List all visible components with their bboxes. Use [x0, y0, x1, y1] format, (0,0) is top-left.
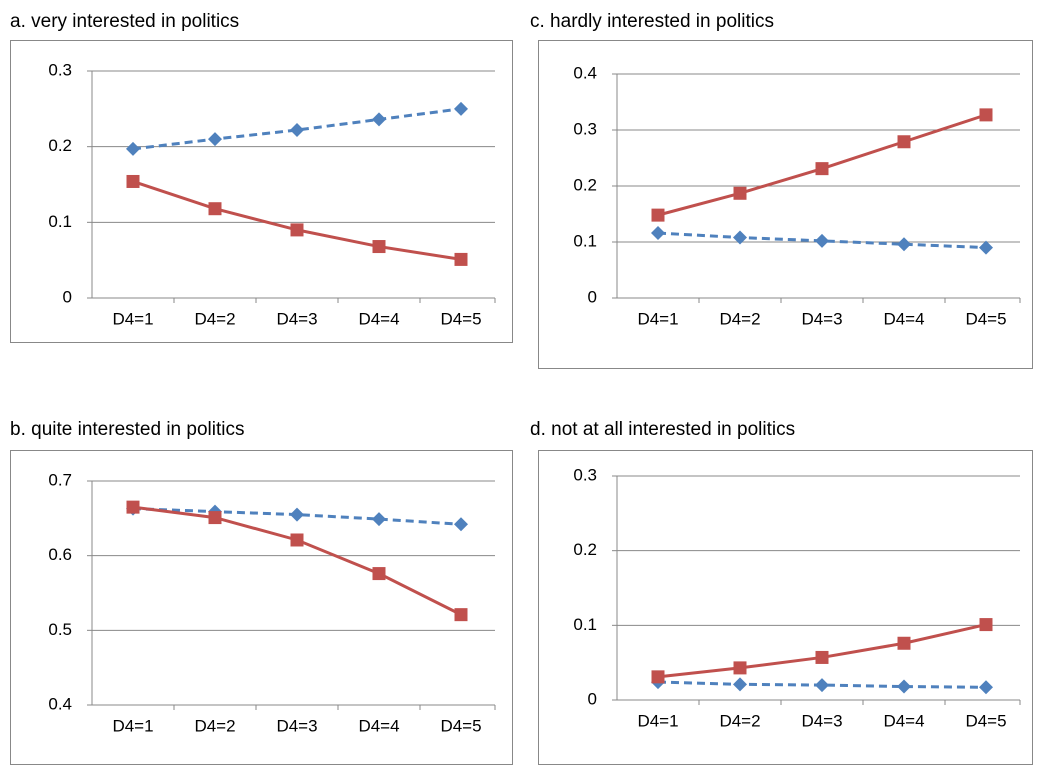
marker [454, 608, 468, 622]
series-line [132, 505, 462, 616]
marker [208, 511, 222, 525]
y-tick-label: 0.2 [573, 175, 597, 194]
x-tick-label: D4=1 [112, 716, 153, 735]
panel-frame [10, 450, 513, 765]
marker [979, 240, 993, 255]
marker [290, 223, 304, 237]
x-tick-label: D4=3 [801, 309, 842, 328]
panel-title: c. hardly interested in politics [530, 11, 774, 32]
panel-title: a. very interested in politics [10, 11, 239, 32]
marker [126, 174, 140, 188]
y-tick-label: 0.7 [48, 470, 72, 489]
x-tick-label: D4=5 [965, 711, 1006, 730]
y-tick-label: 0.4 [48, 694, 72, 713]
marker [454, 252, 468, 266]
marker [372, 112, 386, 127]
x-tick-label: D4=4 [883, 309, 924, 328]
marker [651, 226, 665, 241]
marker [733, 661, 747, 675]
y-tick-label: 0.2 [48, 136, 72, 155]
series-line [132, 507, 462, 526]
marker [815, 233, 829, 248]
x-tick-label: D4=5 [965, 309, 1006, 328]
marker [897, 237, 911, 252]
series-line [657, 680, 987, 689]
series-line [657, 231, 987, 250]
x-tick-label: D4=4 [358, 309, 399, 328]
x-tick-label: D4=3 [276, 716, 317, 735]
x-tick-label: D4=4 [883, 711, 924, 730]
marker [126, 141, 140, 156]
marker [815, 678, 829, 693]
marker [651, 670, 665, 684]
marker [290, 533, 304, 547]
y-tick-label: 0.4 [573, 63, 597, 82]
marker [208, 202, 222, 216]
x-tick-label: D4=1 [637, 309, 678, 328]
y-tick-label: 0 [63, 287, 72, 306]
marker [372, 567, 386, 581]
marker [815, 650, 829, 664]
marker [290, 123, 304, 138]
y-tick-label: 0.3 [48, 60, 72, 79]
y-tick-label: 0 [588, 287, 597, 306]
x-tick-label: D4=3 [801, 711, 842, 730]
panel-title: b. quite interested in politics [10, 419, 244, 440]
y-tick-label: 0.6 [48, 545, 72, 564]
x-tick-label: D4=2 [194, 716, 235, 735]
marker [979, 108, 993, 122]
marker [372, 512, 386, 527]
marker [651, 208, 665, 222]
panel-frame [538, 450, 1033, 765]
marker [733, 186, 747, 200]
marker [733, 230, 747, 245]
marker [979, 618, 993, 632]
x-tick-label: D4=5 [440, 716, 481, 735]
series-line [132, 180, 462, 261]
marker [290, 507, 304, 522]
y-tick-label: 0.3 [573, 119, 597, 138]
marker [897, 679, 911, 694]
marker [454, 101, 468, 116]
x-tick-label: D4=1 [637, 711, 678, 730]
x-tick-label: D4=1 [112, 309, 153, 328]
series-line [657, 623, 987, 679]
y-tick-label: 0 [588, 689, 597, 708]
y-tick-label: 0.2 [573, 540, 597, 559]
x-tick-label: D4=3 [276, 309, 317, 328]
panel-frame [538, 40, 1033, 369]
marker [454, 517, 468, 532]
y-tick-label: 0.1 [573, 615, 597, 634]
x-tick-label: D4=2 [194, 309, 235, 328]
y-tick-label: 0.5 [48, 620, 72, 639]
x-tick-label: D4=4 [358, 716, 399, 735]
marker [897, 135, 911, 149]
marker [372, 240, 386, 254]
marker [126, 500, 140, 514]
y-tick-label: 0.1 [573, 231, 597, 250]
marker [208, 132, 222, 147]
x-tick-label: D4=2 [719, 309, 760, 328]
y-tick-label: 0.1 [48, 212, 72, 231]
marker [897, 636, 911, 650]
panel-frame [10, 40, 513, 343]
marker [979, 680, 993, 695]
series-line [132, 107, 462, 151]
x-tick-label: D4=5 [440, 309, 481, 328]
x-tick-label: D4=2 [719, 711, 760, 730]
panel-title: d. not at all interested in politics [530, 419, 795, 440]
marker [815, 162, 829, 176]
y-tick-label: 0.3 [573, 465, 597, 484]
marker [733, 677, 747, 692]
